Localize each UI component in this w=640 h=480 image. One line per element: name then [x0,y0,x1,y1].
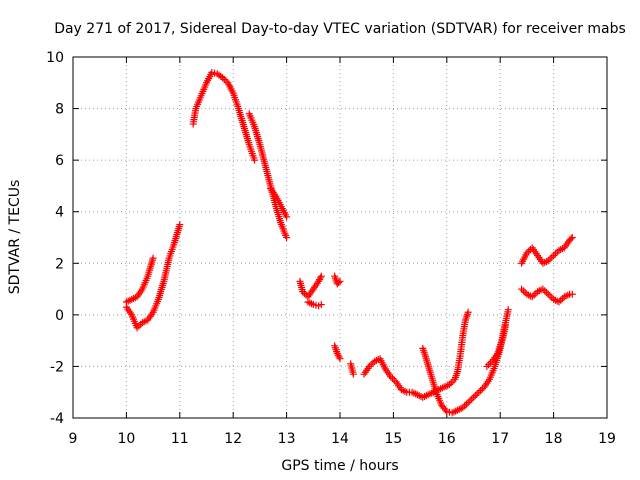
y-axis-label: SDTVAR / TECUs [7,180,23,295]
y-tick-label: 0 [55,308,64,324]
data-point [478,385,486,393]
data-point [475,388,483,396]
data-point [568,234,576,241]
series-seg-e [267,185,291,221]
y-tick-label: 8 [55,102,64,118]
data-point [317,301,325,309]
data-point [548,253,556,261]
data-point [470,393,477,401]
data-point [336,355,344,363]
data-point [283,234,291,241]
y-tick-label: -2 [50,359,64,375]
data-point [306,299,314,307]
data-point [349,370,357,378]
series-seg-j [347,360,357,378]
data-point [283,213,291,221]
data-point [504,306,512,314]
data-point [557,296,565,304]
data-point [468,395,476,403]
data-point [471,392,479,400]
x-tick-label: 15 [384,431,402,447]
data-point [567,235,575,243]
data-point [308,300,316,308]
x-tick-label: 19 [598,431,616,447]
data-point [530,291,538,299]
x-tick-label: 9 [69,431,78,447]
series-seg-n [518,234,576,267]
data-point [176,221,184,229]
data-point [546,292,554,300]
data-point [541,287,549,295]
chart-title: Day 271 of 2017, Sidereal Day-to-day VTE… [54,21,626,37]
y-tick-label: 10 [46,50,64,66]
y-tick-label: 2 [55,256,64,272]
data-point [483,362,491,370]
x-tick-label: 14 [331,431,349,447]
data-point [401,387,409,395]
x-tick-label: 16 [438,431,456,447]
data-point [544,290,552,298]
data-point [502,321,510,329]
data-point [390,376,398,384]
series-seg-b [122,221,184,332]
data-point [464,308,472,316]
data-point [550,252,558,260]
data-point [551,250,559,258]
series-seg-c [189,68,259,164]
data-point [367,361,375,369]
data-point [251,156,259,164]
x-tick-labels: 9 10 11 12 13 14 15 16 17 18 19 [69,431,616,447]
series-seg-f [296,272,325,301]
data-point [518,285,526,293]
data-point [568,290,576,298]
y-tick-label: -4 [50,411,64,427]
series-seg-a [122,254,157,306]
grid-lines [73,57,607,418]
series-seg-g [304,298,325,310]
data-point [473,390,481,398]
data-point [477,386,485,394]
series-seg-d [245,110,291,241]
data-point [335,279,343,287]
data-point [486,359,494,367]
data-point [464,399,472,407]
series-seg-k [360,308,472,401]
x-tick-label: 10 [117,431,135,447]
series-seg-m [483,321,510,370]
data-point [519,287,527,295]
data-point [466,397,474,405]
data-point [564,291,572,299]
y-tick-labels: -4 -2 0 2 4 6 8 10 [46,50,64,427]
data-point [317,272,325,280]
data-point [335,353,343,361]
data-point [149,254,157,262]
data-point [336,277,344,285]
series-seg-o [518,285,576,306]
y-tick-label: 6 [55,153,64,169]
x-tick-label: 11 [171,431,189,447]
data-point [462,400,470,408]
y-tick-label: 4 [55,205,64,221]
x-axis-label: GPS time / hours [281,458,398,474]
data-point [389,374,397,382]
data-point [485,361,493,369]
x-tick-label: 18 [545,431,563,447]
x-tick-label: 12 [224,431,242,447]
series-seg-i [331,342,344,363]
x-tick-label: 13 [278,431,296,447]
series-seg-h [331,272,344,288]
data-points [122,68,576,417]
data-point [441,406,449,414]
data-point [316,274,324,282]
x-tick-label: 17 [491,431,509,447]
